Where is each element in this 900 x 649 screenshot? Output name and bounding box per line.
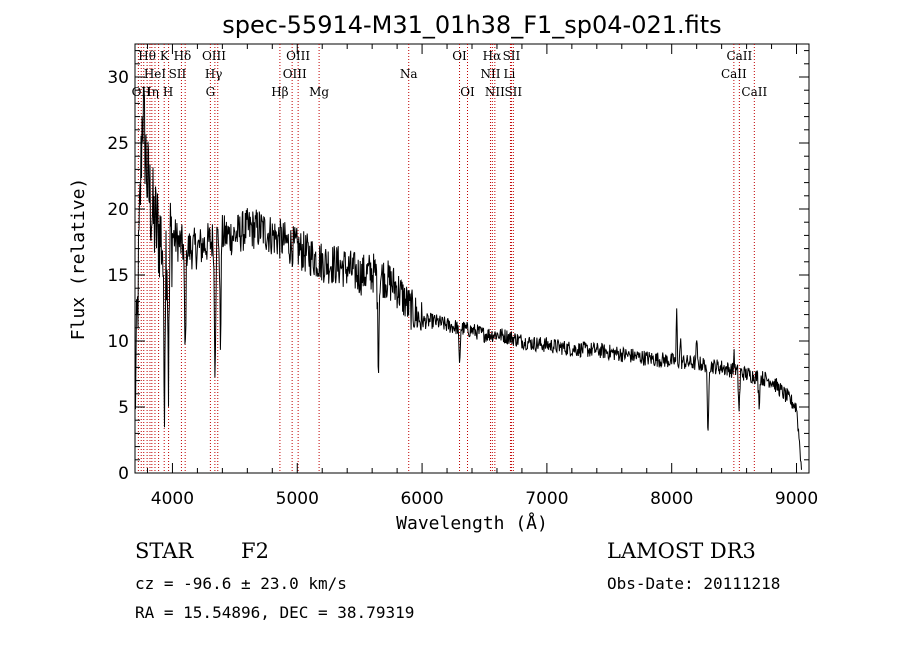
spectral-line-label: OIII <box>283 67 307 81</box>
y-tick-label: 10 <box>107 332 129 352</box>
spectral-line-label: OIII <box>286 49 310 63</box>
spectral-line-label: CaII <box>721 67 747 81</box>
spectral-line-label: Mg <box>309 85 329 99</box>
spectrum-line <box>134 86 802 470</box>
x-tick-label: 9000 <box>775 489 818 509</box>
spectral-line-label: SII <box>503 49 521 63</box>
spectral-line-label: Hγ <box>205 67 223 81</box>
spectral-line-label: Li <box>504 67 516 81</box>
coordinates-readout: RA = 15.54896, DEC = 38.79319 <box>135 603 415 622</box>
spectral-line-label: SII <box>504 85 522 99</box>
spectral-line-label: G <box>206 85 216 99</box>
x-tick-label: 6000 <box>400 489 443 509</box>
spectral-line-label: OIII <box>202 49 226 63</box>
x-tick-label: 7000 <box>525 489 568 509</box>
y-tick-label: 25 <box>107 134 129 154</box>
spectral-line-label: Hδ <box>174 49 192 63</box>
spectral-line-label: HeI <box>144 67 167 81</box>
spectral-line-label: Hβ <box>271 85 288 99</box>
spectral-line-label: Hθ <box>138 49 156 63</box>
spectral-line-label: OII <box>132 85 152 99</box>
spectral-line-markers <box>137 44 755 473</box>
x-tick-label: 8000 <box>650 489 693 509</box>
spectral-line-label: K <box>160 49 170 63</box>
x-axis-label: Wavelength (Å) <box>396 512 548 534</box>
spectral-line-label: CaII <box>741 85 767 99</box>
x-tick-label: 4000 <box>151 489 194 509</box>
spectral-line-label: Hα <box>483 49 502 63</box>
object-class: STAR <box>135 539 194 563</box>
redshift-readout: cz = -96.6 ± 23.0 km/s <box>135 574 347 593</box>
chart-title: spec-55914-M31_01h38_F1_sp04-021.fits <box>222 11 721 39</box>
observation-date: Obs-Date: 20111218 <box>607 574 781 593</box>
y-tick-label: 15 <box>107 266 129 286</box>
spectral-line-label: H <box>163 85 173 99</box>
spectral-line-label: NII <box>485 85 505 99</box>
survey-name: LAMOST DR3 <box>607 539 756 563</box>
y-tick-label: 5 <box>118 398 129 418</box>
spectral-line-label: NII <box>480 67 500 81</box>
spectral-line-label: SII <box>169 67 187 81</box>
spectral-line-label: CaII <box>726 49 752 63</box>
y-tick-label: 0 <box>118 464 129 484</box>
axis-ticks: 4000 5000 6000 7000 8000 9000 0 5 10 15 20 25 30 <box>107 44 818 509</box>
spectral-line-label: Hη <box>141 85 159 99</box>
plot-frame <box>134 43 810 474</box>
spectral-line-label: Na <box>400 67 418 81</box>
y-axis-label: Flux (relative) <box>68 178 89 341</box>
spectral-line-label: OI <box>460 85 475 99</box>
x-tick-label: 5000 <box>276 489 319 509</box>
spectral-line-label: OI <box>452 49 467 63</box>
y-tick-label: 20 <box>107 200 129 220</box>
object-subclass: F2 <box>241 539 269 563</box>
y-tick-label: 30 <box>107 68 129 88</box>
